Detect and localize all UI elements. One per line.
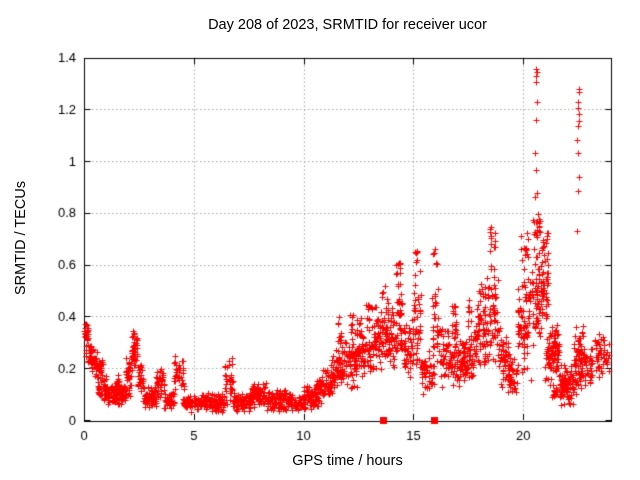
chart-title: Day 208 of 2023, SRMTID for receiver uco…: [208, 17, 487, 33]
x-axis-label: GPS time / hours: [292, 453, 403, 469]
y-axis-label: SRMTID / TECUs: [13, 180, 29, 296]
